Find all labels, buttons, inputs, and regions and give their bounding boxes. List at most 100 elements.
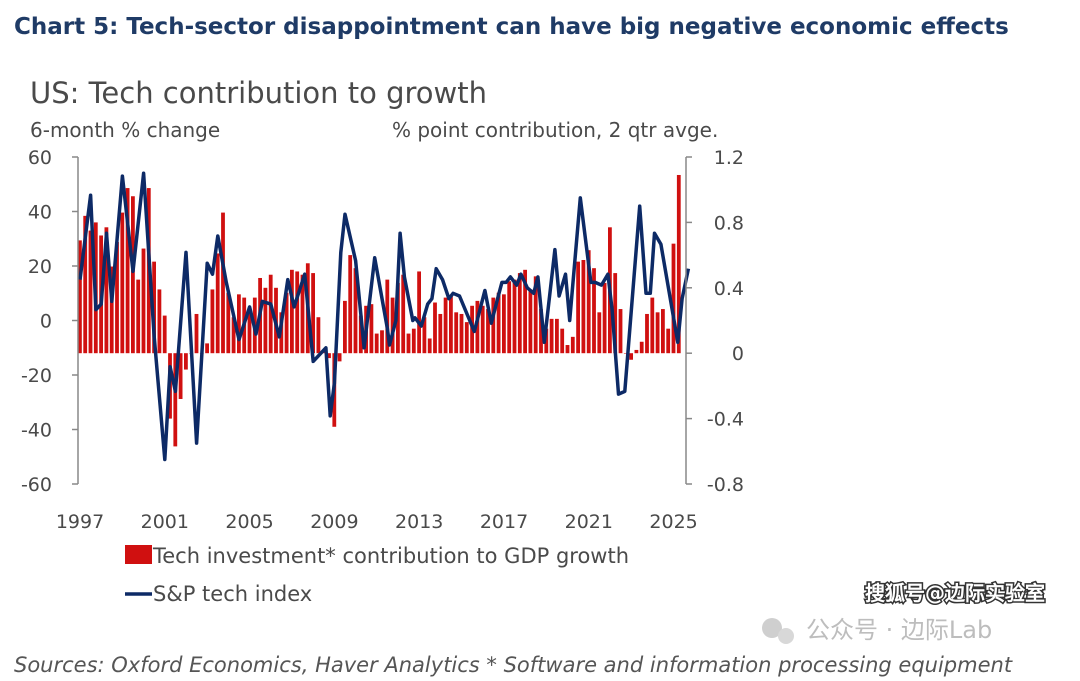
bar: [602, 282, 607, 354]
bar: [491, 297, 496, 354]
left-tick-label: 20: [28, 256, 52, 278]
bar: [380, 330, 384, 354]
x-tick-label: 1997: [56, 511, 104, 533]
bar: [327, 353, 331, 359]
bar: [629, 353, 633, 360]
bar: [337, 353, 342, 362]
chart-subtitle: US: Tech contribution to growth: [30, 76, 487, 110]
bar: [433, 302, 437, 354]
bar: [131, 196, 135, 354]
bar: [390, 297, 395, 354]
watermark-wechat: 公众号 · 边际Lab: [762, 616, 992, 644]
right-axis-label: % point contribution, 2 qtr avge.: [392, 118, 718, 142]
bar: [78, 240, 82, 354]
left-tick-label: 40: [28, 202, 52, 224]
right-tick-label: 0.4: [714, 278, 744, 300]
bar: [443, 297, 448, 354]
bar: [496, 292, 501, 354]
bar: [311, 273, 315, 354]
chart-title: Chart 5: Tech-sector disappointment can …: [14, 14, 1009, 40]
x-tick-label: 2001: [141, 511, 189, 533]
bar: [369, 304, 374, 354]
bar: [555, 318, 559, 354]
bar: [115, 242, 119, 354]
bar: [109, 266, 114, 354]
watermark-text-2: 搜狐号@边际实验室: [865, 581, 1045, 605]
bar: [157, 289, 162, 354]
bar: [597, 312, 602, 354]
bar: [210, 289, 215, 354]
bar: [671, 243, 676, 354]
bar: [618, 309, 623, 354]
right-tick-label: 1.2: [714, 147, 744, 169]
bar: [141, 248, 146, 354]
bar: [449, 295, 453, 354]
left-tick-label: -60: [21, 474, 52, 496]
bar: [528, 289, 533, 354]
watermark-text: 公众号 · 边际Lab: [806, 616, 992, 644]
x-tick-label: 2005: [225, 511, 273, 533]
bar: [417, 271, 421, 354]
bar: [464, 322, 469, 354]
left-tick-label: -40: [21, 420, 52, 442]
left-axis-label: 6-month % change: [30, 118, 220, 142]
bar: [507, 281, 512, 354]
bar: [205, 343, 209, 354]
right-tick-label: -0.8: [707, 474, 744, 496]
right-tick-label: -0.4: [707, 409, 744, 431]
right-tick-label: 0.8: [714, 212, 744, 234]
bar: [88, 230, 93, 354]
bar: [348, 255, 353, 354]
bar: [560, 328, 565, 354]
bar: [422, 317, 427, 354]
bar: [661, 309, 665, 354]
bar: [290, 269, 294, 354]
bar: [125, 188, 130, 354]
x-tick-label: 2009: [310, 511, 358, 533]
bar: [427, 338, 432, 354]
bar: [178, 353, 183, 399]
bar: [295, 271, 300, 354]
bar: [184, 353, 188, 370]
bar: [645, 313, 649, 354]
bar: [374, 333, 379, 354]
x-tick-label: 2025: [649, 511, 697, 533]
bar: [343, 300, 347, 354]
bar: [613, 273, 618, 354]
bar: [581, 260, 586, 354]
bar: [136, 279, 141, 354]
bar: [539, 309, 543, 354]
bar: [358, 315, 363, 354]
left-tick-label: 0: [40, 311, 52, 333]
bar: [353, 268, 358, 354]
bar: [284, 292, 289, 354]
bar: [592, 268, 596, 354]
x-tick-label: 2017: [480, 511, 528, 533]
legend-label-bars: Tech investment* contribution to GDP gro…: [152, 544, 629, 568]
x-tick-label: 2013: [395, 511, 443, 533]
bar: [533, 276, 538, 354]
wechat-icon: [762, 618, 782, 638]
left-tick-label: -20: [21, 365, 52, 387]
bar: [162, 315, 167, 354]
bar: [576, 261, 580, 354]
bar: [385, 279, 390, 354]
bar: [231, 317, 236, 354]
bar: [104, 227, 109, 354]
sp-tech-index-line: [78, 171, 691, 462]
axes: 60 40 20 0 -20 -40 -60 1.2 0.8 0.4 0 -0.4 -0.8 1997 20…: [21, 147, 744, 533]
legend-swatch-bars: [125, 545, 152, 564]
bar: [650, 297, 655, 354]
bar: [666, 328, 671, 354]
bar: [226, 292, 231, 354]
bar: [268, 274, 273, 354]
bar: [459, 313, 464, 354]
bar: [396, 282, 400, 354]
bar: [486, 309, 490, 354]
bar: [454, 312, 459, 354]
bar: [549, 318, 554, 354]
bar: [502, 294, 506, 354]
left-tick-label: 60: [28, 147, 52, 169]
bar: [247, 309, 252, 354]
